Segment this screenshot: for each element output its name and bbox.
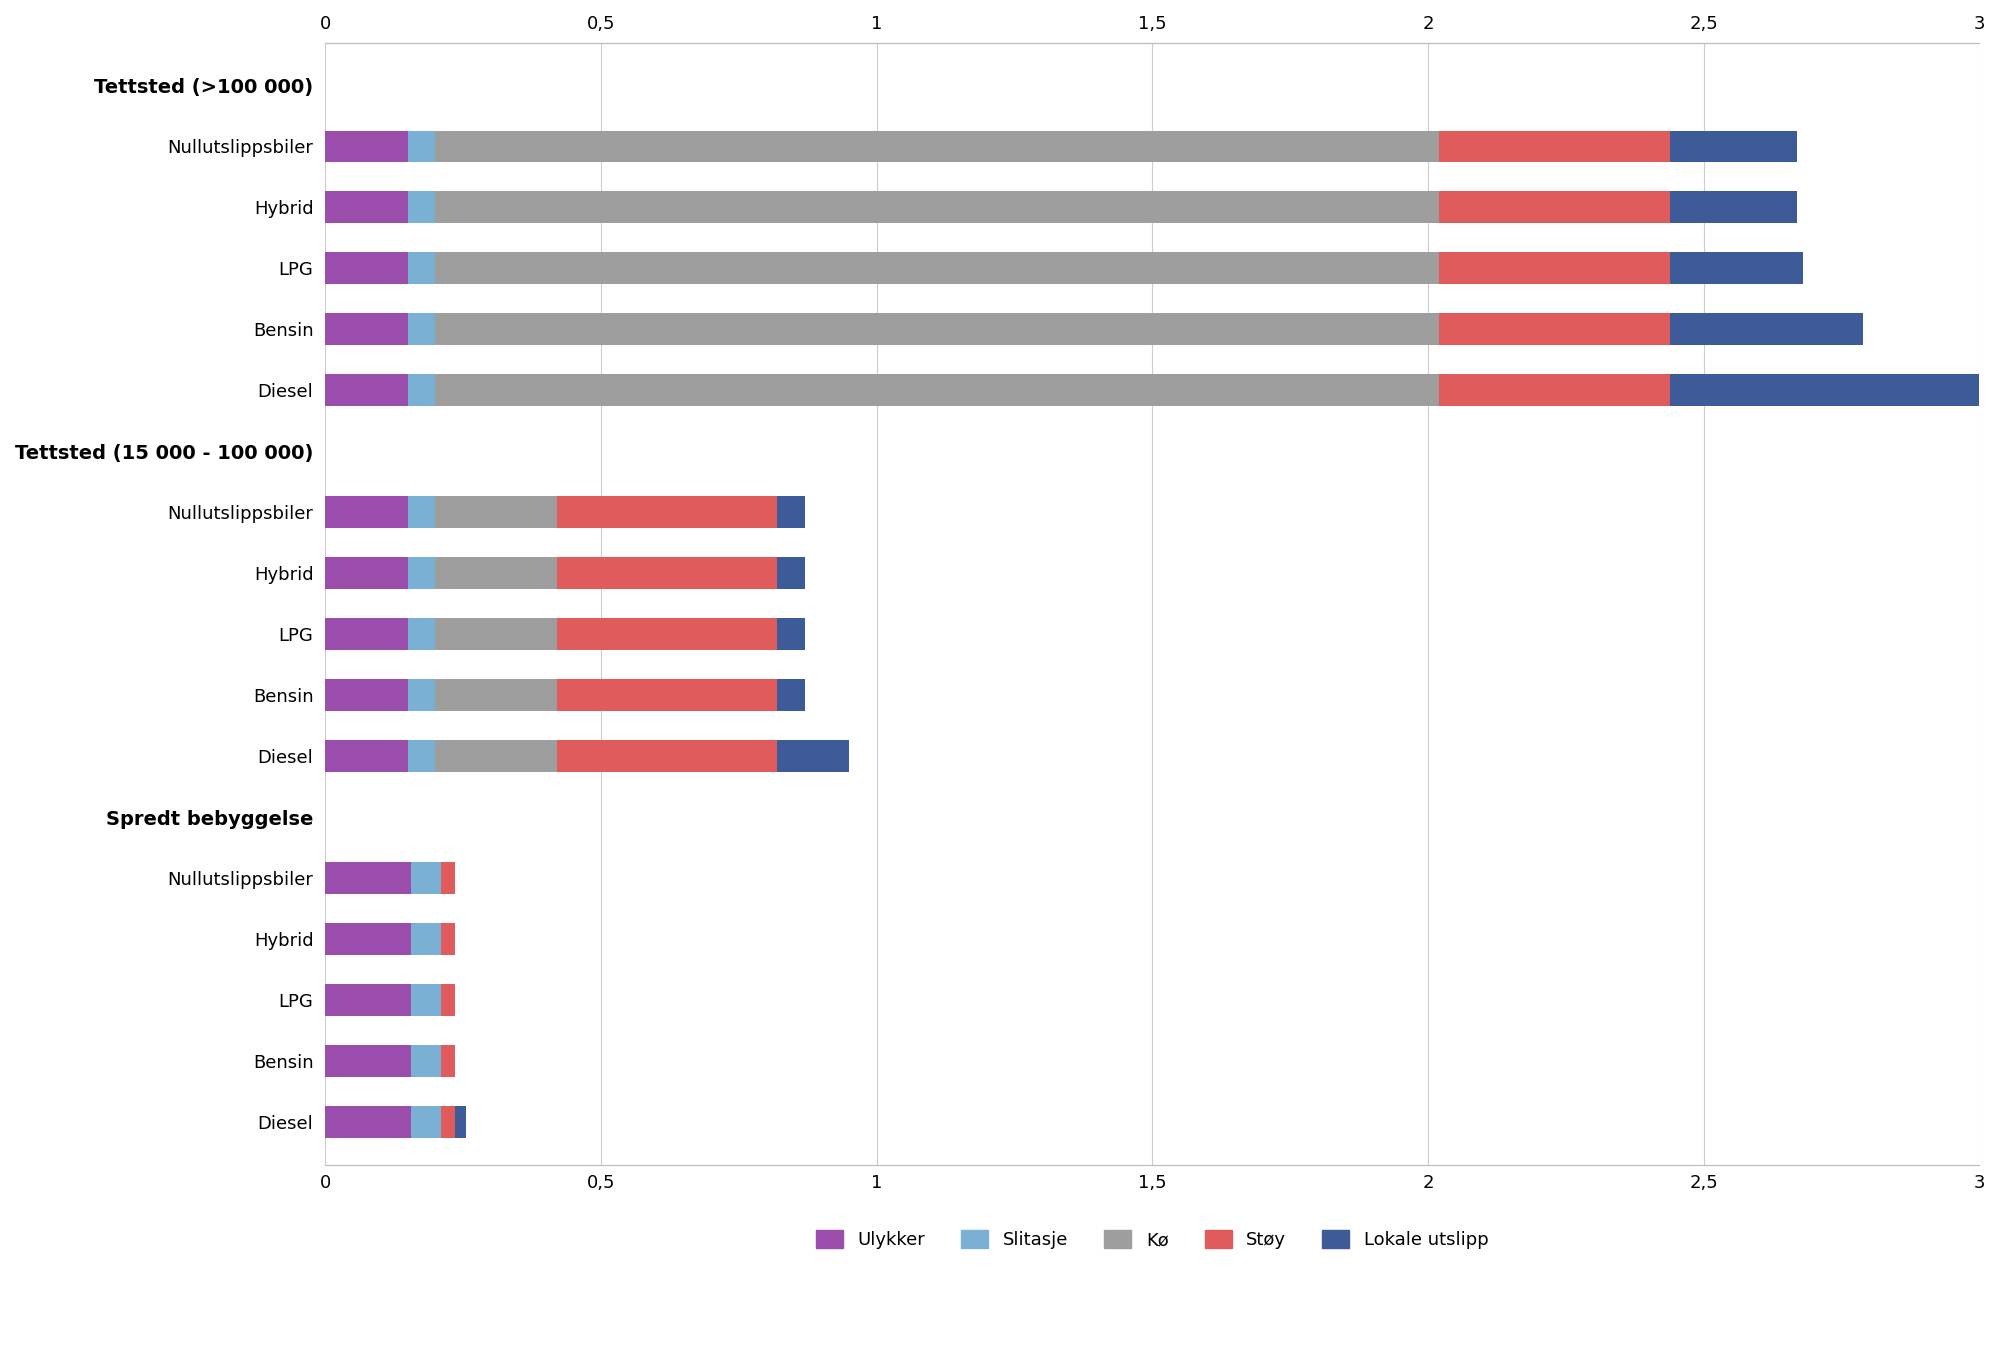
Bar xyxy=(436,619,556,650)
Bar xyxy=(326,253,408,284)
Bar xyxy=(326,923,410,955)
Bar xyxy=(778,496,804,528)
Bar xyxy=(410,862,440,894)
Bar xyxy=(440,1106,454,1138)
Bar xyxy=(326,192,408,223)
Bar xyxy=(410,923,440,955)
Bar xyxy=(436,496,556,528)
Bar xyxy=(1438,192,1670,223)
Bar xyxy=(436,192,1438,223)
Bar xyxy=(778,558,804,589)
Bar xyxy=(556,740,778,772)
Bar xyxy=(436,374,1438,407)
Bar xyxy=(326,862,410,894)
Bar xyxy=(556,496,778,528)
Bar xyxy=(556,558,778,589)
Bar xyxy=(436,131,1438,162)
Bar xyxy=(778,740,848,772)
Bar xyxy=(1670,253,1802,284)
Bar xyxy=(410,985,440,1016)
Bar xyxy=(778,619,804,650)
Bar xyxy=(440,923,454,955)
Bar xyxy=(408,192,436,223)
Bar xyxy=(1670,131,1798,162)
Bar xyxy=(408,253,436,284)
Bar xyxy=(408,558,436,589)
Bar xyxy=(326,679,408,711)
Bar xyxy=(408,374,436,407)
Bar xyxy=(436,253,1438,284)
Bar xyxy=(778,679,804,711)
Bar xyxy=(556,679,778,711)
Bar xyxy=(1438,131,1670,162)
Bar xyxy=(326,558,408,589)
Bar xyxy=(556,619,778,650)
Bar xyxy=(408,619,436,650)
Bar xyxy=(326,1044,410,1077)
Bar xyxy=(326,985,410,1016)
Bar xyxy=(1438,374,1670,407)
Bar xyxy=(326,619,408,650)
Bar xyxy=(326,740,408,772)
Bar xyxy=(1670,374,1984,407)
Bar xyxy=(410,1044,440,1077)
Bar xyxy=(408,740,436,772)
Bar xyxy=(1670,192,1798,223)
Bar xyxy=(436,313,1438,345)
Bar xyxy=(1438,313,1670,345)
Bar xyxy=(408,679,436,711)
Bar xyxy=(326,131,408,162)
Bar xyxy=(436,558,556,589)
Bar xyxy=(440,1044,454,1077)
Bar xyxy=(408,131,436,162)
Bar xyxy=(436,679,556,711)
Bar xyxy=(436,740,556,772)
Bar xyxy=(326,374,408,407)
Bar xyxy=(408,313,436,345)
Bar xyxy=(408,496,436,528)
Bar xyxy=(1670,313,1864,345)
Bar xyxy=(326,313,408,345)
Bar xyxy=(326,1106,410,1138)
Bar xyxy=(440,985,454,1016)
Bar xyxy=(410,1106,440,1138)
Bar xyxy=(326,496,408,528)
Legend: Ulykker, Slitasje, Kø, Støy, Lokale utslipp: Ulykker, Slitasje, Kø, Støy, Lokale utsl… xyxy=(808,1223,1496,1257)
Bar xyxy=(1438,253,1670,284)
Bar xyxy=(440,862,454,894)
Bar xyxy=(454,1106,466,1138)
